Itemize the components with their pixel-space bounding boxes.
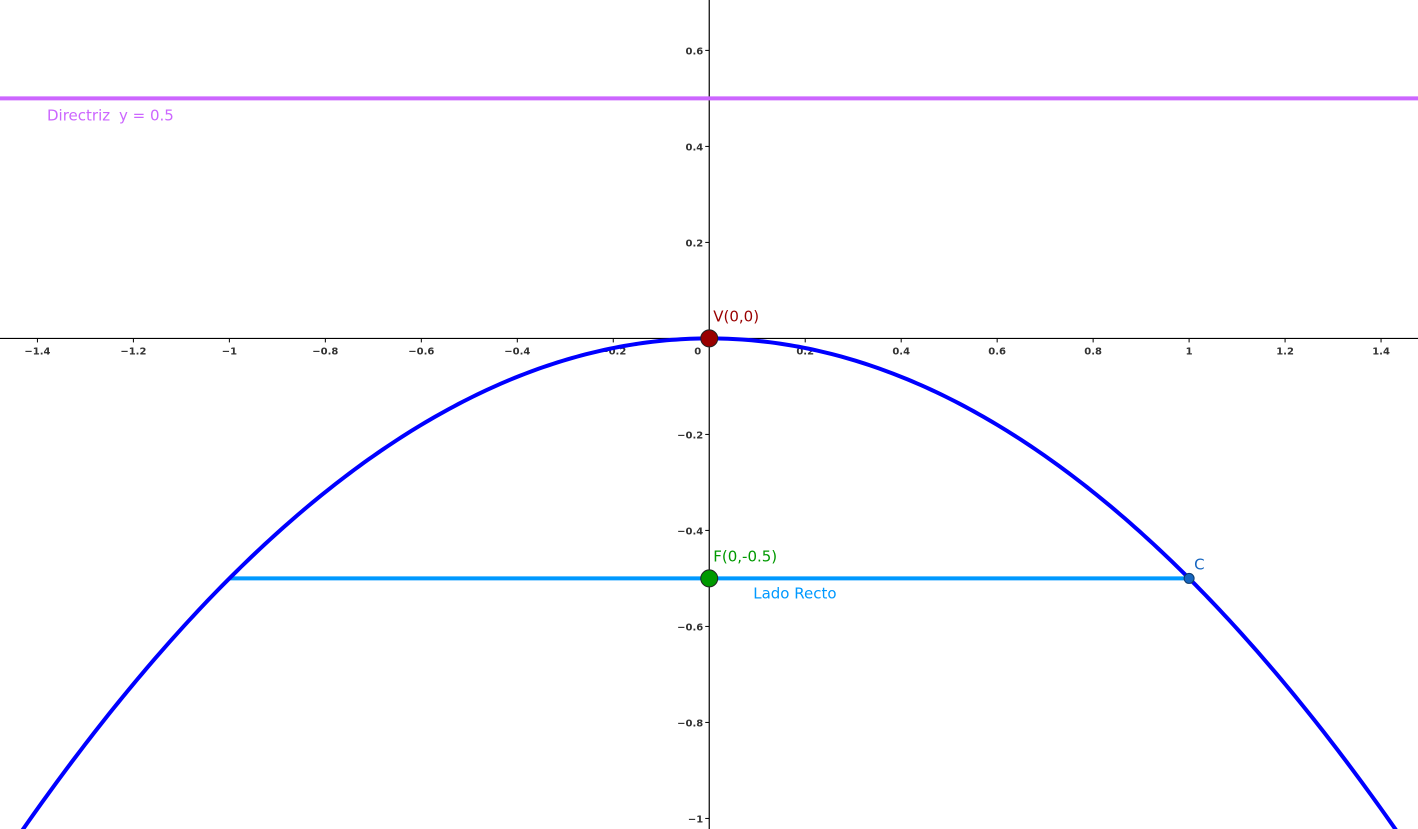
x-tick-label: −1 — [222, 346, 237, 357]
y-tick-label: −0.2 — [677, 430, 703, 441]
y-tick-label: −0.8 — [677, 718, 703, 729]
y-tick-label: 0.2 — [686, 238, 704, 249]
x-tick-label: −1.2 — [120, 346, 146, 357]
y-tick-label: −0.6 — [677, 622, 703, 633]
y-tick-label: 0.6 — [686, 46, 704, 57]
vertex-label: V(0,0) — [713, 307, 759, 325]
x-tick-label: −0.2 — [600, 346, 626, 357]
x-tick-label: −1.4 — [24, 346, 50, 357]
points[interactable]: V(0,0) F(0,-0.5) C — [700, 307, 1205, 588]
focus-point[interactable] — [700, 569, 719, 588]
origin-label: 0 — [694, 346, 701, 357]
point-c-label: C — [1194, 555, 1204, 573]
x-tick-label: −0.4 — [504, 346, 530, 357]
directrix-name: Directriz — [47, 106, 110, 124]
directrix[interactable]: Directriz y = 0.5 — [0, 96, 1418, 124]
x-tick-label: −0.8 — [312, 346, 338, 357]
x-tick-label: 0.4 — [892, 346, 910, 357]
directrix-equation: y = 0.5 — [119, 106, 174, 124]
axis-ticks: −1.4 −1.2 −1 −0.8 −0.6 −0.4 −0.2 0.2 0.4 0.6 0.8 1 1… — [24, 46, 1390, 825]
x-tick-label: 0.2 — [796, 346, 814, 357]
x-tick-label: 0.8 — [1084, 346, 1102, 357]
point-c-point[interactable] — [1183, 572, 1195, 584]
x-tick-label: 1.2 — [1276, 346, 1294, 357]
vertex-point[interactable] — [700, 329, 719, 348]
x-tick-label: 1 — [1186, 346, 1193, 357]
x-tick-label: −0.6 — [408, 346, 434, 357]
x-tick-label: 0.6 — [988, 346, 1006, 357]
focus-label: F(0,-0.5) — [713, 547, 777, 565]
y-tick-label: −1 — [688, 814, 703, 825]
x-tick-label: 1.4 — [1372, 346, 1390, 357]
y-tick-label: 0.4 — [686, 142, 704, 153]
y-tick-label: −0.4 — [677, 526, 703, 537]
latus-rectum-label: Lado Recto — [753, 584, 836, 602]
